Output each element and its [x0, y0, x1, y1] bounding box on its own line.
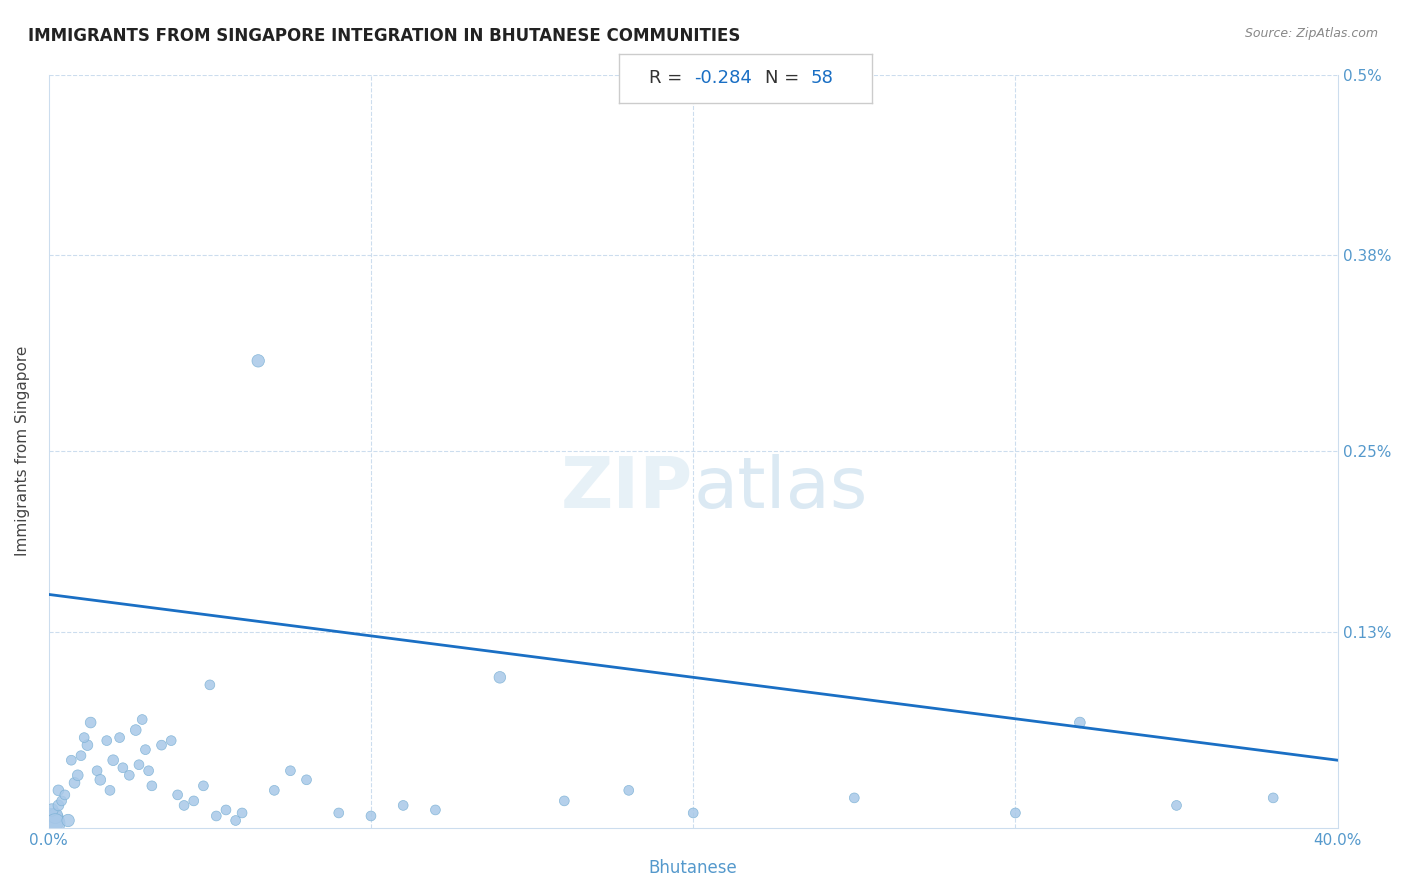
Point [205, 809, 228, 823]
Point [1263, 790, 1285, 805]
Point [103, 753, 125, 767]
Point [553, 794, 575, 808]
Point [231, 805, 253, 820]
Point [280, 764, 302, 778]
Point [53, 788, 76, 802]
Text: R =: R = [650, 69, 688, 87]
Point [118, 768, 141, 782]
Point [131, 713, 153, 727]
Point [48, 798, 70, 813]
Point [328, 805, 350, 820]
Point [63, 776, 86, 790]
X-axis label: Bhutanese: Bhutanese [648, 859, 738, 877]
Point [141, 779, 163, 793]
Point [73, 731, 96, 745]
Point [489, 670, 512, 684]
Point [96, 733, 118, 747]
Point [44, 816, 66, 830]
Text: -0.284: -0.284 [695, 69, 752, 87]
Point [263, 783, 285, 797]
Point [1004, 805, 1026, 820]
Point [48, 783, 70, 797]
Point [134, 742, 156, 756]
Point [128, 757, 150, 772]
Y-axis label: Immigrants from Singapore: Immigrants from Singapore [15, 346, 30, 557]
Point [108, 731, 131, 745]
Point [173, 798, 195, 813]
Point [138, 764, 160, 778]
Point [1166, 798, 1188, 813]
Point [160, 733, 183, 747]
Point [89, 772, 111, 787]
Text: 58: 58 [811, 69, 834, 87]
Point [1069, 715, 1091, 730]
Point [98, 783, 121, 797]
Point [425, 803, 447, 817]
Point [150, 738, 173, 752]
Point [125, 723, 148, 737]
Text: Source: ZipAtlas.com: Source: ZipAtlas.com [1244, 27, 1378, 40]
Point [844, 790, 866, 805]
Point [166, 788, 188, 802]
Point [76, 738, 98, 752]
Point [225, 814, 247, 828]
Text: atlas: atlas [693, 454, 868, 524]
Point [193, 779, 215, 793]
Point [79, 715, 101, 730]
Point [41, 803, 63, 817]
Point [360, 809, 382, 823]
Point [295, 772, 318, 787]
Point [198, 678, 221, 692]
Point [215, 803, 238, 817]
Point [682, 805, 704, 820]
Point [51, 794, 73, 808]
Point [70, 748, 93, 763]
Point [392, 798, 415, 813]
Point [247, 354, 270, 368]
Point [111, 761, 134, 775]
Text: ZIP: ZIP [561, 454, 693, 524]
Point [60, 753, 83, 767]
Point [66, 768, 89, 782]
Point [183, 794, 205, 808]
Text: N =: N = [765, 69, 806, 87]
Text: IMMIGRANTS FROM SINGAPORE INTEGRATION IN BHUTANESE COMMUNITIES: IMMIGRANTS FROM SINGAPORE INTEGRATION IN… [28, 27, 741, 45]
Point [41, 814, 63, 828]
Point [56, 814, 79, 828]
Point [86, 764, 108, 778]
Point [617, 783, 640, 797]
Point [44, 809, 66, 823]
